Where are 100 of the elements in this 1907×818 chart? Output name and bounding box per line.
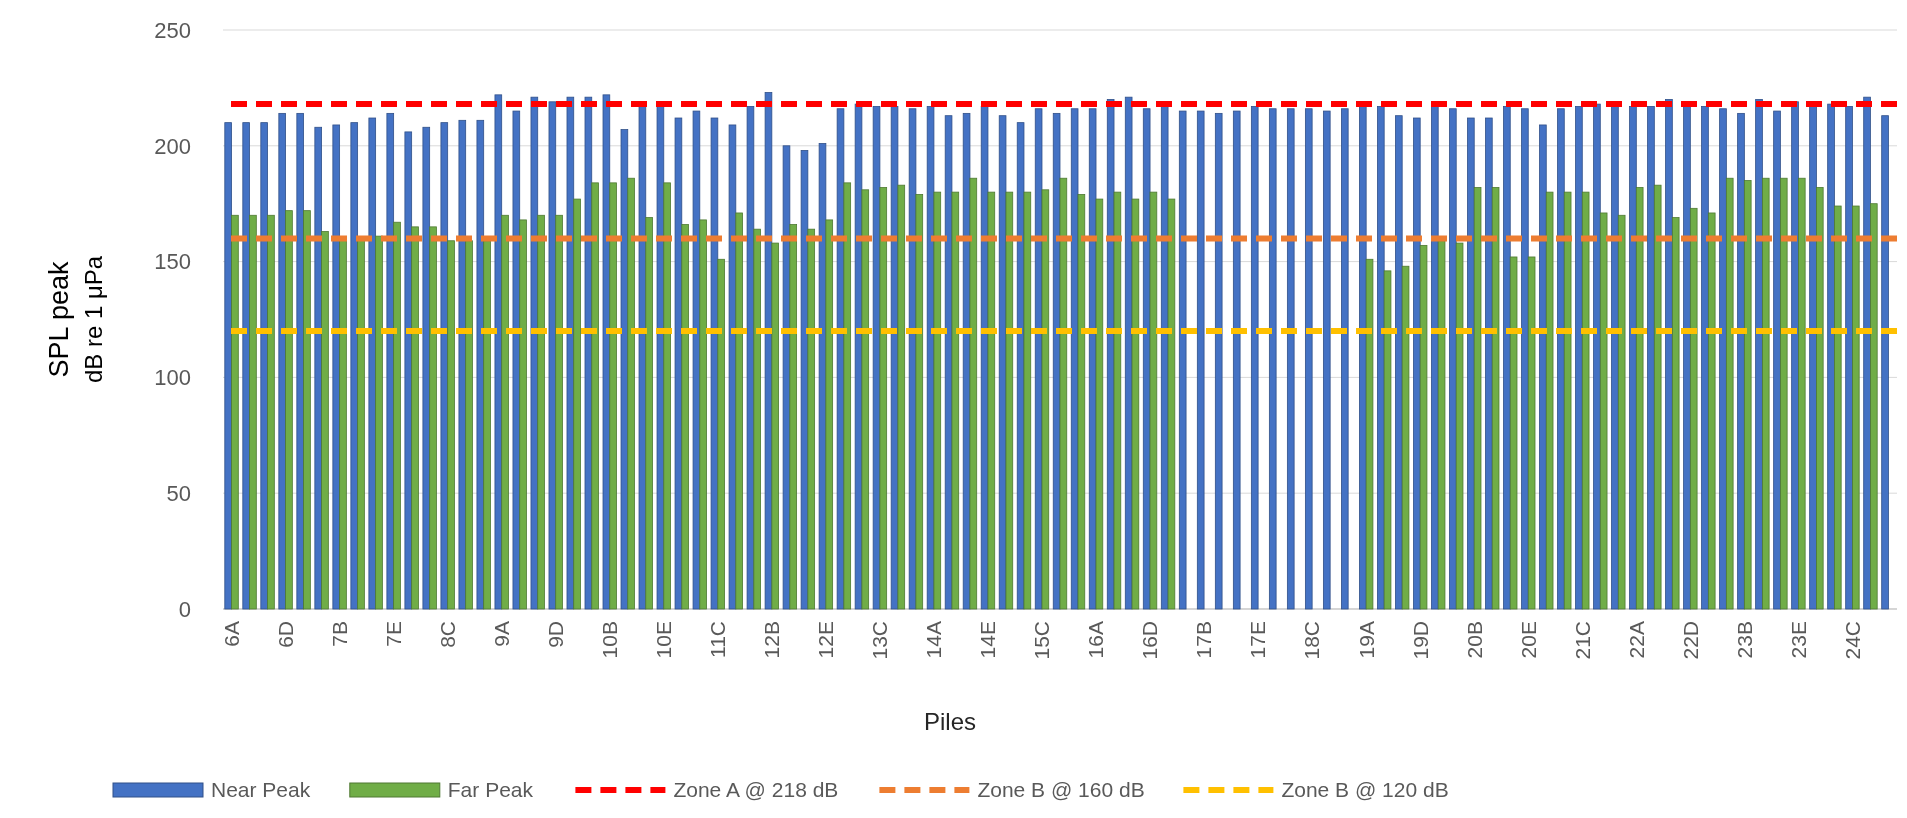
x-tick-label: 20E (1516, 621, 1540, 659)
bar (1683, 106, 1691, 610)
bar (321, 231, 329, 610)
bar (861, 189, 870, 610)
x-tick-label: 23E (1786, 621, 1810, 659)
bar (1341, 108, 1349, 610)
bar (1521, 108, 1529, 610)
bar (1827, 103, 1835, 610)
bar (807, 228, 816, 610)
bar (458, 119, 467, 610)
bar (1593, 103, 1601, 610)
bar (987, 191, 996, 610)
bar (386, 112, 395, 610)
x-tick-label: 12B (760, 621, 784, 659)
bar (1761, 177, 1770, 610)
bar (1773, 110, 1781, 610)
bar (1563, 191, 1572, 610)
bar (1077, 194, 1086, 610)
bar (1467, 117, 1475, 610)
bar (800, 150, 809, 610)
bar (1455, 242, 1464, 610)
bar (1852, 205, 1860, 610)
bar (1503, 106, 1511, 610)
bar (314, 126, 322, 610)
bar (1023, 191, 1032, 610)
bar (746, 106, 755, 610)
bar (854, 103, 863, 610)
bar (411, 226, 419, 610)
bar (1599, 212, 1608, 610)
x-tick-label: 24C (1840, 621, 1864, 660)
bar (1214, 112, 1223, 610)
bar (573, 198, 581, 610)
bar (1575, 106, 1583, 610)
bar (368, 117, 377, 610)
bar (249, 214, 257, 610)
bar (1845, 106, 1853, 610)
bar (1041, 189, 1050, 610)
bar (1557, 108, 1565, 610)
x-tick-label: 14A (922, 621, 946, 659)
bar (591, 182, 599, 610)
x-tick-label: 9D (544, 621, 568, 648)
bar (548, 101, 557, 610)
y-axis-title: SPL peak dB re 1 μPa (44, 255, 107, 384)
bar (1059, 177, 1068, 610)
bar (681, 224, 689, 610)
bar (710, 117, 719, 610)
bar (260, 122, 268, 610)
x-tick-label: 18C (1300, 621, 1324, 660)
bar (735, 212, 743, 610)
bar (1707, 212, 1716, 610)
bar (674, 117, 683, 610)
bar (429, 226, 437, 610)
x-tick-label: 22D (1678, 621, 1702, 660)
x-tick-label: 22A (1624, 621, 1648, 659)
bar (1431, 106, 1439, 610)
bar (609, 182, 617, 610)
x-tick-label: 7E (381, 621, 405, 647)
bar (404, 131, 413, 610)
legend-label: Zone B @ 120 dB (1281, 778, 1449, 802)
y-tick-label: 0 (178, 596, 191, 622)
x-tick-label: 11C (706, 621, 730, 658)
bar (1449, 108, 1457, 610)
bar (1286, 108, 1295, 610)
bar (1005, 191, 1014, 610)
bar (537, 214, 545, 610)
x-tick-label: 10E (652, 621, 676, 659)
x-tick-label: 16D (1138, 621, 1162, 660)
bar (1701, 106, 1709, 610)
bar (375, 235, 383, 610)
bar (566, 96, 575, 610)
bar (465, 240, 473, 610)
bar (872, 106, 881, 610)
bar (555, 214, 563, 610)
bar (1149, 191, 1158, 610)
bar (1647, 106, 1655, 610)
x-tick-label: 13C (868, 621, 892, 660)
bar (1437, 240, 1446, 610)
bar (1322, 110, 1331, 610)
x-tick-label: 7B (327, 621, 351, 647)
bar (1178, 110, 1187, 610)
bar (1581, 191, 1590, 610)
bar (897, 184, 906, 610)
bar (692, 110, 701, 610)
bar (764, 92, 773, 610)
bar (1809, 106, 1817, 610)
bar (278, 112, 286, 610)
bar (825, 219, 834, 610)
bar (1611, 106, 1619, 610)
bar (782, 145, 791, 610)
bar (1665, 99, 1673, 610)
bar (1413, 117, 1421, 610)
bar (933, 191, 942, 610)
x-tick-label: 12E (814, 621, 838, 659)
bar (1816, 187, 1824, 610)
bar (393, 221, 401, 610)
bar (1491, 187, 1500, 610)
x-tick-label: 10B (598, 621, 622, 659)
bar (1250, 106, 1259, 610)
bar (357, 238, 365, 610)
bar (1509, 256, 1518, 610)
